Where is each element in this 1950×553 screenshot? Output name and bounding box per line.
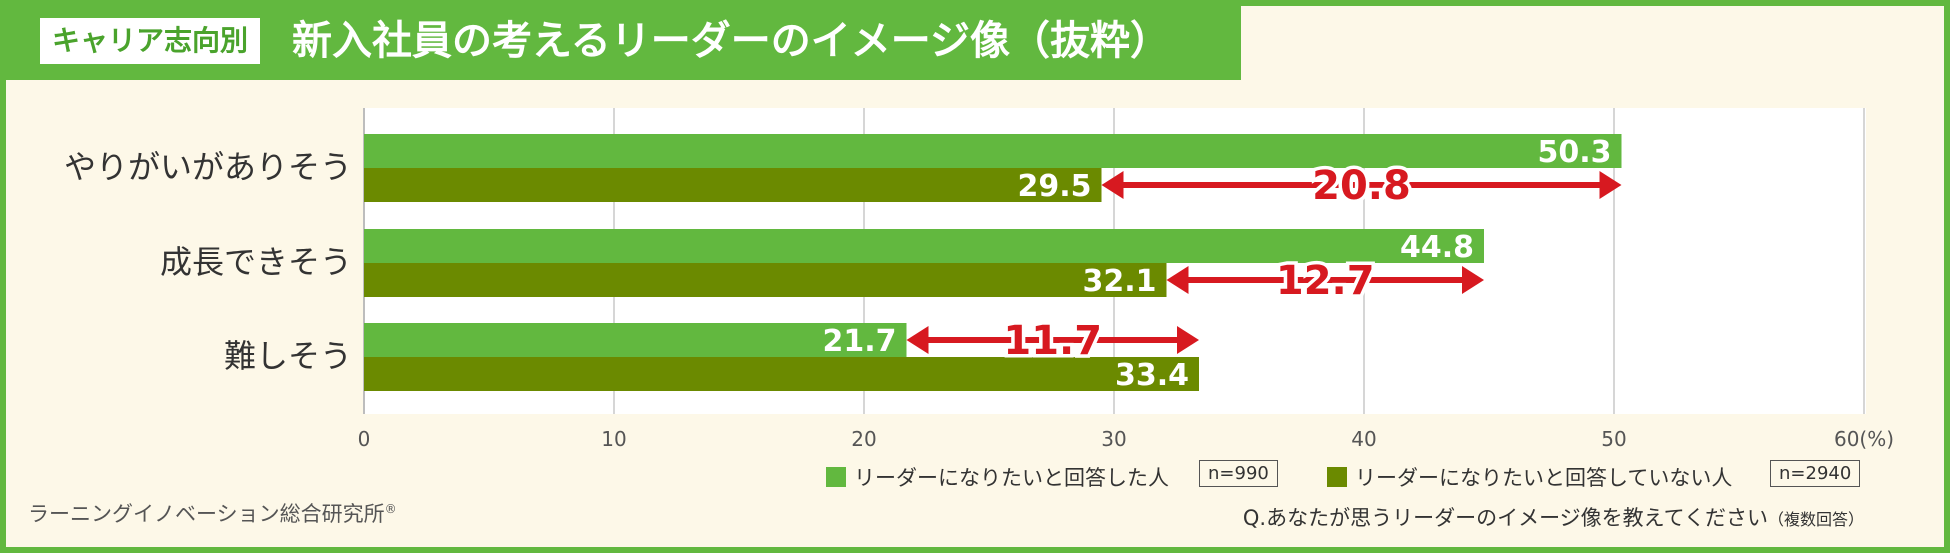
bar-series-2 (364, 168, 1102, 202)
category-label: 難しそう (224, 337, 352, 375)
question-label: Q.あなたが思うリーダーのイメージ像を教えてください (1242, 506, 1768, 530)
x-tick-label: 40 (1351, 427, 1376, 451)
difference-value-label: 20.8 (1312, 163, 1411, 209)
bar-series-2 (364, 263, 1167, 297)
bar-series-1 (364, 229, 1484, 263)
legend-swatch-series-2 (1327, 467, 1347, 487)
legend-swatch-series-1 (826, 467, 846, 487)
difference-arrow-head-right (1177, 326, 1199, 354)
legend-n-series-1: n=990 (1199, 460, 1278, 487)
x-tick-label: 0 (358, 427, 371, 451)
difference-arrow-head-left (906, 326, 929, 354)
bar-series-1 (364, 134, 1622, 168)
legend-item-series-2: リーダーになりたいと回答していない人 (1327, 462, 1732, 492)
bar-value-label: 33.4 (1115, 358, 1189, 393)
bar-series-1 (364, 323, 907, 357)
difference-arrow-head-left (1166, 266, 1189, 294)
difference-arrow-head-right (1462, 266, 1484, 294)
chart-title: 新入社員の考えるリーダーのイメージ像（抜粋） (292, 18, 1170, 64)
x-tick-label: 60(%) (1834, 427, 1894, 451)
x-tick-label: 10 (601, 427, 626, 451)
bar-value-label: 32.1 (1082, 264, 1156, 299)
difference-value-label: 12.7 (1276, 258, 1375, 304)
bar-value-label: 50.3 (1537, 135, 1611, 170)
category-label: やりがいがありそう (64, 148, 352, 186)
legend-label-series-2: リーダーになりたいと回答していない人 (1355, 466, 1733, 490)
source-credit: ラーニングイノベーション総合研究所® (28, 498, 397, 528)
bar-value-label: 29.5 (1017, 169, 1091, 204)
x-tick-label: 20 (851, 427, 876, 451)
x-tick-label: 50 (1601, 427, 1626, 451)
category-tag: キャリア志向別 (40, 18, 261, 64)
legend-n-series-2: n=2940 (1770, 460, 1861, 487)
legend-label-series-1: リーダーになりたいと回答した人 (854, 466, 1169, 490)
question-note: （複数回答） (1767, 510, 1864, 529)
bar-value-label: 44.8 (1400, 230, 1474, 265)
source-name: ラーニングイノベーション総合研究所 (28, 502, 385, 526)
bar-value-label: 21.7 (822, 324, 896, 359)
difference-arrow-head-left (1101, 171, 1124, 199)
registered-mark: ® (384, 502, 397, 516)
bar-series-2 (364, 357, 1199, 391)
legend-item-series-1: リーダーになりたいと回答した人 (826, 462, 1169, 492)
x-tick-label: 30 (1101, 427, 1126, 451)
difference-arrow-head-right (1599, 171, 1622, 199)
question-text: Q.あなたが思うリーダーのイメージ像を教えてください（複数回答） (1243, 502, 1864, 532)
difference-value-label: 11.7 (1003, 318, 1102, 364)
category-label: 成長できそう (160, 243, 352, 281)
